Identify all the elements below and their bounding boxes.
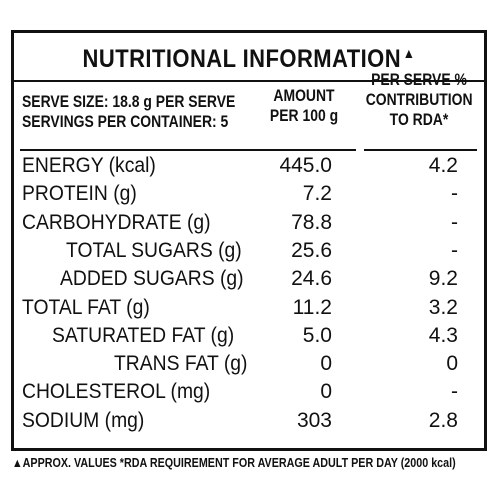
nutrient-label: TOTAL SUGARS (g): [66, 238, 242, 262]
rda-header-line2: CONTRIBUTION: [365, 90, 473, 109]
nutrient-label: ADDED SUGARS (g): [60, 267, 244, 291]
rda-contribution-value: -: [451, 210, 458, 234]
nutrient-label: PROTEIN (g): [22, 182, 137, 206]
header-divider-left: [20, 149, 356, 151]
amount-per-100g-value: 445.0: [279, 154, 332, 177]
serve-size-label: SERVE SIZE: 18.8 g PER SERVE: [22, 92, 236, 111]
title-divider: [14, 80, 484, 82]
amount-header-line2: PER 100 g: [269, 106, 339, 125]
rda-contribution-value: 2.8: [428, 408, 458, 432]
rda-contribution-value: -: [451, 238, 458, 262]
nutrient-label: ENERGY (kcal): [22, 154, 156, 177]
amount-per-100g-value: 24.6: [291, 267, 332, 291]
rda-contribution-value: 0: [446, 352, 458, 376]
rda-contribution-value: -: [451, 380, 458, 404]
title-text: NUTRITIONAL INFORMATION: [82, 45, 402, 73]
panel-title: NUTRITIONAL INFORMATION ▲: [42, 45, 456, 74]
nutrient-label: TRANS FAT (g): [114, 352, 248, 376]
nutrient-label: SATURATED FAT (g): [52, 323, 235, 347]
amount-per-100g-value: 0: [320, 352, 332, 376]
rda-contribution-value: 4.3: [428, 323, 458, 347]
nutrient-label: CARBOHYDRATE (g): [22, 210, 211, 234]
rda-contribution-value: 3.2: [428, 295, 458, 319]
amount-per-100g-value: 25.6: [291, 238, 332, 262]
amount-per-100g-value: 7.2: [302, 182, 332, 206]
nutrient-label: TOTAL FAT (g): [22, 295, 150, 319]
amount-per-100g-value: 78.8: [291, 210, 332, 234]
amount-per-100g-value: 11.2: [292, 295, 332, 319]
approx-mark-icon: ▲: [402, 45, 416, 61]
nutrient-label: CHOLESTEROL (mg): [22, 380, 211, 404]
amount-per-100g-value: 303: [296, 408, 332, 432]
nutrition-panel: NUTRITIONAL INFORMATION ▲ SERVE SIZE: 18.…: [11, 30, 487, 451]
servings-label: SERVINGS PER CONTAINER: 5: [22, 112, 229, 131]
amount-per-100g-value: 0: [320, 380, 332, 404]
header-divider-right: [364, 149, 477, 151]
footnote: ▲APPROX. VALUES *RDA REQUIREMENT FOR AVE…: [12, 456, 456, 470]
rda-contribution-value: 9.2: [428, 267, 458, 291]
nutrient-label: SODIUM (mg): [22, 408, 145, 432]
amount-per-100g-value: 5.0: [302, 323, 332, 347]
rda-header-line3: TO RDA*: [389, 110, 449, 129]
rda-contribution-value: 4.2: [428, 154, 458, 177]
rda-header-line1: PER SERVE %: [371, 70, 467, 89]
amount-header-line1: AMOUNT: [273, 86, 335, 105]
rda-contribution-value: -: [451, 182, 458, 206]
